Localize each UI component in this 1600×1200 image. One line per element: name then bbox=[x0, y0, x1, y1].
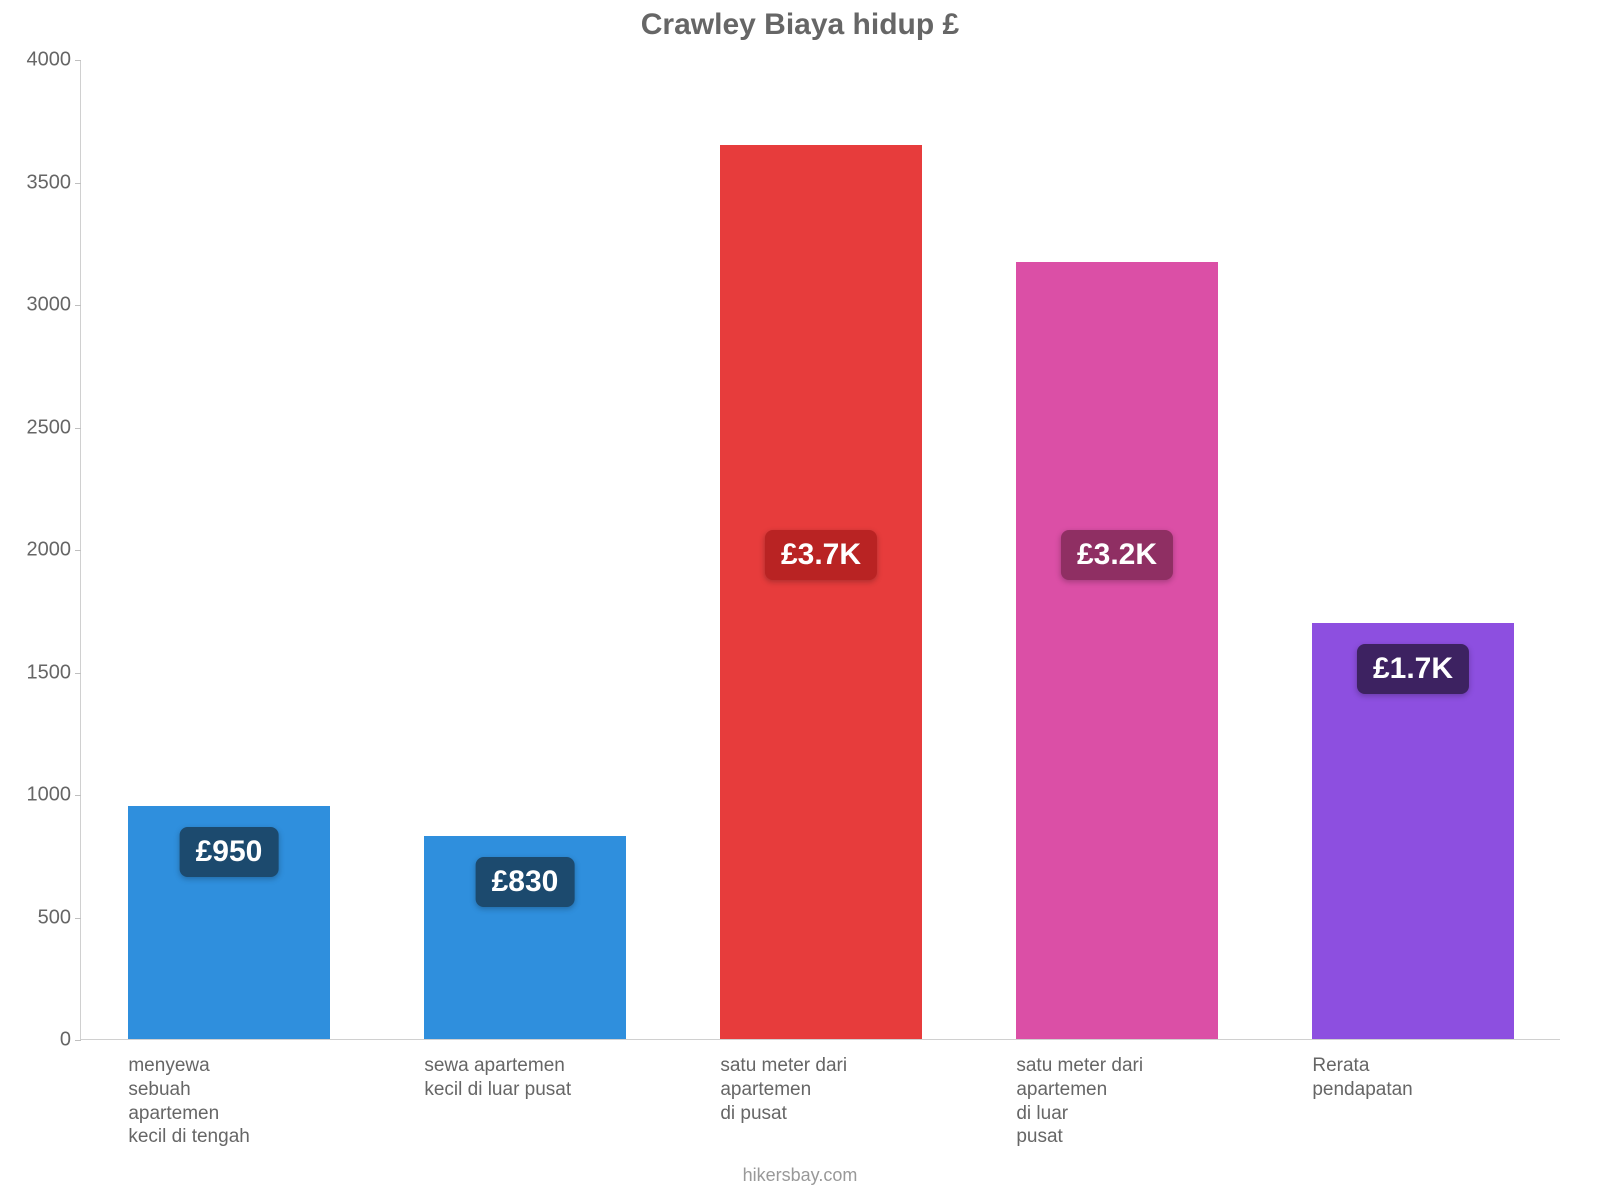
y-tick-mark bbox=[75, 795, 81, 796]
cost-of-living-bar-chart: Crawley Biaya hidup £ 050010001500200025… bbox=[0, 0, 1600, 1200]
y-tick-mark bbox=[75, 428, 81, 429]
y-tick-label: 1000 bbox=[27, 784, 82, 807]
bar bbox=[720, 145, 921, 1039]
y-tick-mark bbox=[75, 918, 81, 919]
bar-value-badge: £1.7K bbox=[1357, 644, 1469, 694]
bar-value-badge: £950 bbox=[180, 827, 279, 877]
x-category-label: satu meter dariapartemendi luarpusat bbox=[1016, 1054, 1227, 1149]
plot-area: 05001000150020002500300035004000£950meny… bbox=[80, 60, 1560, 1040]
x-category-label: Reratapendapatan bbox=[1312, 1054, 1523, 1102]
y-tick-mark bbox=[75, 305, 81, 306]
x-category-label: satu meter dariapartemendi pusat bbox=[720, 1054, 931, 1125]
y-tick-label: 3000 bbox=[27, 294, 82, 317]
y-tick-mark bbox=[75, 60, 81, 61]
bar-value-badge: £3.2K bbox=[1061, 530, 1173, 580]
attribution-text: hikersbay.com bbox=[0, 1165, 1600, 1186]
y-tick-mark bbox=[75, 183, 81, 184]
y-tick-mark bbox=[75, 673, 81, 674]
bar bbox=[1016, 262, 1217, 1039]
y-tick-label: 3500 bbox=[27, 171, 82, 194]
y-tick-label: 4000 bbox=[27, 49, 82, 72]
y-tick-label: 2500 bbox=[27, 416, 82, 439]
chart-title: Crawley Biaya hidup £ bbox=[0, 8, 1600, 42]
y-tick-label: 2000 bbox=[27, 539, 82, 562]
y-tick-mark bbox=[75, 550, 81, 551]
x-category-label: menyewasebuahapartemenkecil di tengah bbox=[128, 1054, 339, 1149]
x-category-label: sewa apartemenkecil di luar pusat bbox=[424, 1054, 635, 1102]
bar-value-badge: £830 bbox=[476, 857, 575, 907]
y-tick-label: 1500 bbox=[27, 661, 82, 684]
bar-value-badge: £3.7K bbox=[765, 530, 877, 580]
y-tick-mark bbox=[75, 1040, 81, 1041]
